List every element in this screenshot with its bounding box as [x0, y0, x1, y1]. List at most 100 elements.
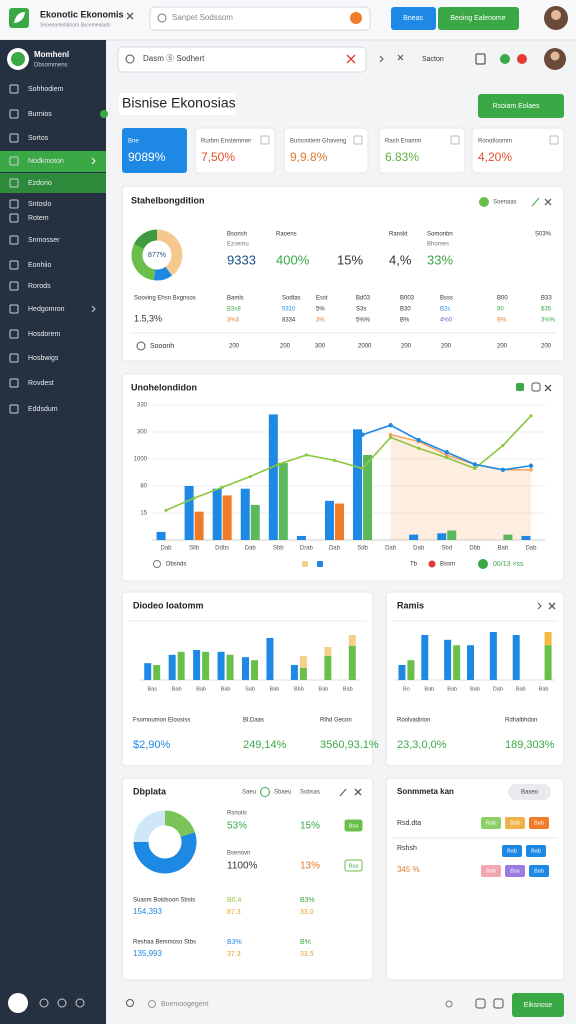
badge-text[interactable]: Bab: [510, 820, 520, 826]
bar: [266, 638, 274, 680]
badge[interactable]: [529, 817, 549, 829]
badge-text[interactable]: Bab: [534, 820, 544, 826]
badge[interactable]: [526, 845, 546, 857]
close-icon[interactable]: [544, 198, 552, 206]
button-text[interactable]: Bneas: [403, 15, 423, 22]
app-subtitle: Seoenometidoom Bxcemeniads: [40, 22, 111, 28]
close-icon[interactable]: [354, 788, 362, 796]
line-marker: [444, 450, 449, 455]
kpi-value: 9,9.8%: [290, 150, 328, 164]
legend-icon: [153, 560, 161, 568]
stat-label: S03%: [535, 232, 552, 238]
chip-label[interactable]: Sbaeu: [274, 790, 291, 796]
x-tick-label: Bab: [270, 686, 280, 692]
table-cell: B3s8: [227, 307, 241, 313]
bar: [503, 534, 513, 540]
bar: [521, 535, 531, 540]
bar: [240, 488, 250, 540]
sidebar-icon: [39, 998, 49, 1008]
bar: [168, 654, 176, 680]
chip-label[interactable]: Sobsas: [300, 790, 320, 796]
search-box[interactable]: [149, 6, 371, 31]
footer-button[interactable]: [512, 993, 564, 1017]
stat-cell: 87.3: [227, 909, 241, 916]
row-extra: 15%: [300, 821, 320, 832]
close-icon[interactable]: [126, 12, 134, 20]
badge[interactable]: [529, 865, 549, 877]
footer-icon: [126, 999, 134, 1007]
item-indicator: [100, 110, 108, 118]
menu-item[interactable]: Rotem: [28, 215, 49, 222]
menu-item[interactable]: Burnios: [28, 111, 52, 118]
row-label: Rsnotis: [227, 811, 247, 817]
legend-dot: [428, 560, 436, 568]
close-icon[interactable]: [346, 54, 356, 64]
menu-item[interactable]: Eddsdum: [28, 406, 58, 413]
button-text[interactable]: Beoing Ealenome: [450, 15, 505, 22]
primary-button[interactable]: [391, 7, 436, 30]
table-header: Sodtas: [282, 296, 301, 302]
chart-icon: [516, 383, 524, 391]
x-tick-label: Sbb: [273, 546, 284, 552]
badge[interactable]: [502, 845, 522, 857]
y-tick-label: 80: [140, 484, 147, 490]
close-icon[interactable]: [548, 602, 556, 610]
menu-item[interactable]: Sortos: [28, 135, 49, 142]
menu-item[interactable]: Hedgomron: [28, 306, 65, 313]
close-icon[interactable]: [544, 384, 552, 392]
badge-text[interactable]: Bab: [534, 868, 544, 874]
line-marker: [360, 432, 365, 437]
x-tick-label: Bab: [318, 686, 328, 692]
badge[interactable]: [505, 865, 525, 877]
bar: [144, 663, 152, 680]
menu-item[interactable]: Snmosser: [28, 237, 60, 244]
header-button[interactable]: [478, 94, 564, 118]
donut-segment: [133, 229, 158, 250]
card-button[interactable]: [508, 784, 551, 800]
button-text[interactable]: Baseo: [521, 790, 539, 796]
badge-text[interactable]: Bab: [531, 848, 541, 854]
stat-label: Somonbn: [427, 232, 453, 238]
badge-text[interactable]: Rab: [486, 820, 496, 826]
card-title: Unohelondidon: [131, 382, 197, 392]
table-header: Bd03: [356, 296, 371, 302]
donut-segment: [153, 266, 172, 281]
bar: [268, 414, 278, 540]
kpi-card: [283, 127, 369, 174]
chip-label[interactable]: Saeu: [242, 790, 256, 796]
button-text[interactable]: Eiksnose: [524, 1002, 553, 1009]
x-tick-label: Bab: [196, 686, 206, 692]
menu-icon: [9, 109, 19, 119]
menu-item[interactable]: Ezdorio: [28, 180, 52, 187]
menu-item[interactable]: Hosdorem: [28, 331, 60, 338]
search-bar[interactable]: [117, 46, 367, 73]
table-cell: 3%: [316, 318, 325, 324]
badge-text[interactable]: Bab: [486, 868, 496, 874]
card-title: Dbplata: [133, 786, 167, 796]
active-subitem-bg: [0, 173, 106, 193]
badge[interactable]: [505, 817, 525, 829]
badge-text[interactable]: Bab: [507, 848, 517, 854]
kpi-card: [378, 127, 466, 174]
table-cell: 5%: [316, 307, 325, 313]
menu-item[interactable]: Hosbwigs: [28, 355, 59, 362]
menu-item[interactable]: Rovdest: [28, 380, 54, 387]
secondary-button[interactable]: [438, 7, 519, 30]
footer-icon: [445, 1000, 453, 1008]
x-tick-label: Bab: [539, 686, 549, 692]
x-tick-label: Dab: [385, 546, 397, 552]
footer-icon: [493, 998, 504, 1009]
badge[interactable]: [481, 865, 501, 877]
menu-item[interactable]: Eonhiio: [28, 262, 51, 269]
x-tick-label: Ddbs: [215, 546, 229, 552]
badge[interactable]: [481, 817, 501, 829]
menu-item[interactable]: Sntoslo: [28, 201, 51, 208]
action-link[interactable]: Sacton: [422, 56, 444, 63]
bar: [299, 668, 307, 680]
stat-label: Rdhalbhdon: [505, 718, 537, 724]
menu-item[interactable]: Rorods: [28, 283, 51, 290]
button-text[interactable]: Rsoiam Eolaes: [492, 103, 540, 110]
menu-item[interactable]: Sohhodiem: [28, 86, 64, 93]
menu-item[interactable]: Nodkmoton: [28, 158, 64, 165]
badge-text[interactable]: Bsa: [510, 868, 520, 874]
